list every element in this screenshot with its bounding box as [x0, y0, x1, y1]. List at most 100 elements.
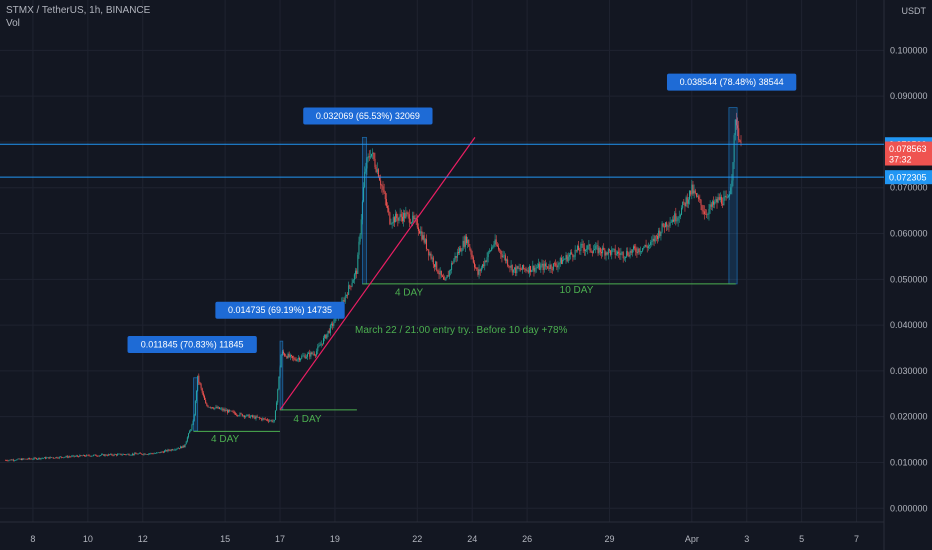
candle-body — [698, 196, 700, 200]
candle-body — [737, 125, 739, 129]
candle-body — [441, 275, 443, 277]
candle-body — [146, 454, 148, 455]
candle-body — [149, 453, 151, 455]
candle-body — [718, 197, 720, 200]
candle-body — [25, 458, 27, 460]
candle-body — [99, 455, 101, 456]
candle-body — [115, 454, 117, 456]
candle-body — [477, 269, 479, 275]
candle-body — [31, 458, 33, 460]
candle-body — [202, 392, 204, 396]
time-axis-tick-label: 24 — [467, 534, 477, 544]
time-axis-tick-label: 15 — [220, 534, 230, 544]
candle-body — [105, 454, 107, 456]
candle-body — [17, 458, 19, 460]
candle-body — [694, 190, 696, 194]
candle-body — [496, 244, 498, 247]
candle-body — [174, 449, 176, 451]
candle-body — [425, 239, 427, 249]
candle-body — [453, 259, 455, 264]
candle-body — [407, 212, 409, 215]
candle-body — [507, 259, 509, 266]
candle-body — [308, 352, 310, 354]
candle-body — [318, 345, 320, 347]
candle-body — [210, 407, 212, 408]
candle-body — [214, 407, 216, 409]
candle-body — [671, 219, 673, 223]
grid-lines — [0, 0, 884, 522]
candle-body — [491, 247, 493, 251]
candle-body — [405, 212, 407, 219]
candle-body — [90, 455, 92, 457]
candle-body — [471, 254, 473, 258]
candle-body — [240, 413, 242, 414]
candle-body — [590, 250, 592, 252]
candle-body — [69, 456, 71, 458]
candle-body — [97, 455, 99, 457]
candle-body — [81, 455, 83, 457]
symbol-title[interactable]: STMX / TetherUS, 1h, BINANCE — [6, 5, 151, 16]
candle-body — [678, 216, 680, 218]
candle-body — [194, 400, 196, 416]
candle-body — [724, 195, 726, 197]
candle-body — [324, 334, 326, 339]
candle-body — [207, 405, 209, 408]
candle-body — [486, 257, 488, 262]
level-price-tag-label: 0.072305 — [889, 173, 927, 183]
price-axis-tick-label: 0.020000 — [890, 412, 928, 422]
candle-body — [630, 250, 632, 253]
candle-body — [325, 334, 327, 339]
candle-body — [9, 459, 11, 461]
candle-body — [265, 419, 267, 421]
candle-body — [181, 446, 183, 449]
candle-body — [41, 458, 43, 459]
candle-body — [292, 355, 294, 358]
candle-body — [122, 454, 124, 455]
candle-body — [584, 249, 586, 252]
candle-body — [423, 235, 425, 243]
candle-body — [500, 250, 502, 255]
candle-body — [476, 267, 478, 270]
candle-body — [296, 359, 298, 361]
candle-body — [326, 333, 328, 339]
candle-body — [70, 456, 72, 458]
candle-body — [368, 156, 370, 158]
candle-body — [541, 263, 543, 266]
candle-body — [684, 202, 686, 207]
candle-body — [658, 230, 660, 239]
candle-body — [650, 242, 652, 246]
chart-annotation-text: 4 DAY — [211, 434, 239, 445]
candle-body — [634, 246, 636, 249]
candle-body — [226, 410, 228, 413]
candle-body — [446, 275, 448, 279]
candle-body — [467, 239, 469, 244]
candle-body — [555, 263, 557, 266]
price-range-measure — [361, 136, 367, 285]
candle-body — [473, 262, 475, 268]
candle-body — [439, 270, 441, 275]
candle-body — [228, 409, 230, 413]
candle-body — [417, 227, 419, 231]
candle-body — [602, 247, 604, 254]
volume-indicator-label[interactable]: Vol — [6, 18, 20, 29]
candle-body — [297, 357, 299, 360]
candle-body — [310, 352, 312, 357]
time-axis-tick-label: 17 — [275, 534, 285, 544]
candle-body — [627, 251, 629, 256]
candle-body — [255, 416, 257, 419]
candle-body — [157, 452, 159, 454]
candle-body — [78, 456, 80, 457]
candle-body — [221, 408, 223, 410]
candle-body — [735, 119, 737, 126]
candle-body — [27, 458, 29, 460]
candle-body — [485, 260, 487, 262]
current-price-label: 0.078563 — [889, 144, 927, 154]
candle-body — [550, 264, 552, 269]
candle-body — [532, 265, 534, 271]
candle-body — [564, 259, 566, 260]
candle-body — [398, 217, 400, 221]
candle-body — [659, 230, 661, 237]
candle-body — [231, 410, 233, 412]
